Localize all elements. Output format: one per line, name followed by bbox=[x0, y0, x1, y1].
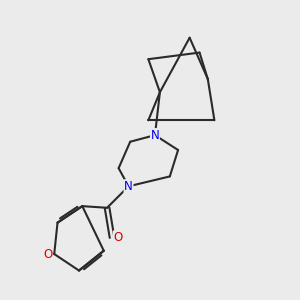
Text: N: N bbox=[124, 180, 133, 193]
Text: O: O bbox=[113, 231, 123, 244]
Text: O: O bbox=[43, 248, 52, 260]
Text: N: N bbox=[151, 129, 159, 142]
